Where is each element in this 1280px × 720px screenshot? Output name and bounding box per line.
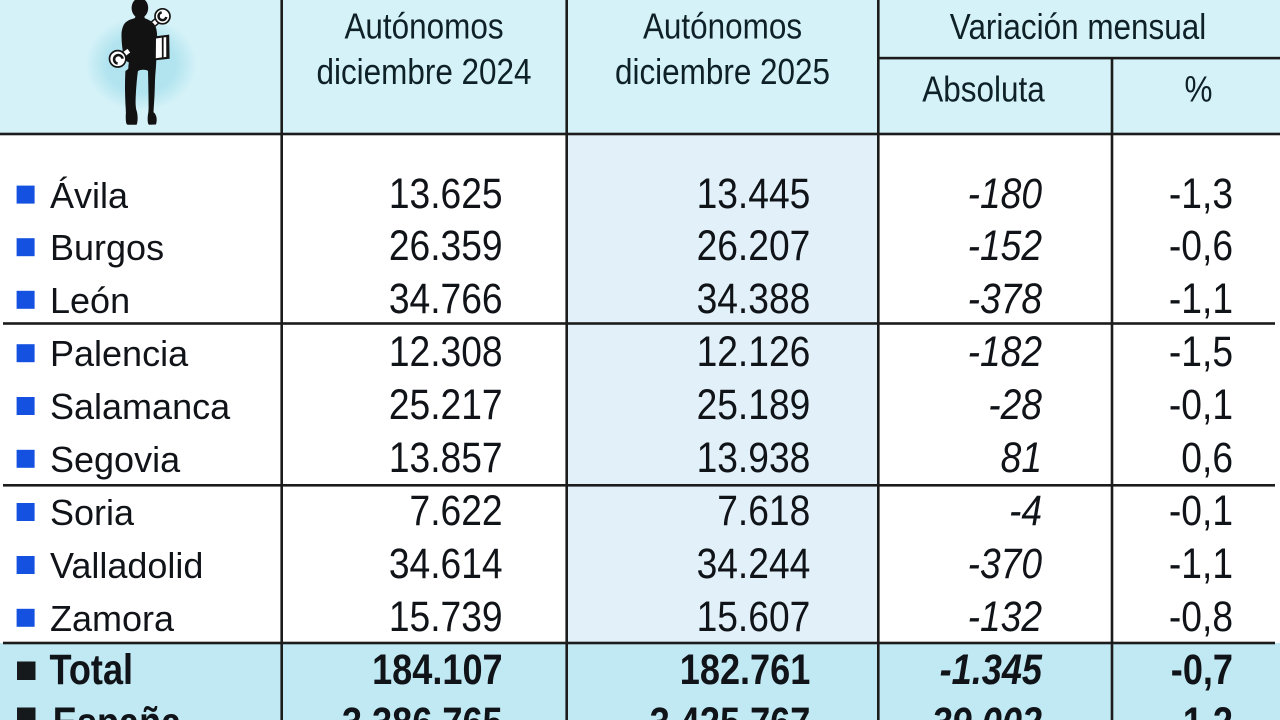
- svg-text:-0,1: -0,1: [1169, 486, 1233, 534]
- svg-text:-0,6: -0,6: [1169, 222, 1233, 270]
- svg-text:Zamora: Zamora: [50, 598, 175, 639]
- svg-text:1,2: 1,2: [1183, 699, 1233, 720]
- svg-text:15.739: 15.739: [389, 592, 503, 640]
- svg-text:-370: -370: [968, 539, 1043, 587]
- svg-text:Salamanca: Salamanca: [50, 386, 231, 427]
- svg-text:34.766: 34.766: [389, 274, 503, 322]
- svg-text:-132: -132: [968, 592, 1042, 640]
- svg-text:34.388: 34.388: [697, 274, 811, 322]
- svg-text:13.938: 13.938: [697, 433, 811, 481]
- svg-text:Soria: Soria: [50, 492, 135, 533]
- svg-text:-0,8: -0,8: [1169, 592, 1233, 640]
- svg-text:26.207: 26.207: [697, 222, 811, 270]
- svg-text:12.308: 12.308: [389, 328, 503, 376]
- svg-text:-180: -180: [968, 169, 1043, 217]
- svg-text:España: España: [53, 699, 182, 720]
- svg-text:25.217: 25.217: [389, 380, 503, 428]
- svg-text:15.607: 15.607: [697, 592, 811, 640]
- svg-text:-182: -182: [968, 328, 1042, 376]
- svg-text:-152: -152: [968, 222, 1042, 270]
- svg-text:Burgos: Burgos: [50, 227, 164, 268]
- svg-text:34.614: 34.614: [389, 539, 503, 587]
- svg-text:-28: -28: [988, 380, 1042, 428]
- svg-text:-1,5: -1,5: [1169, 328, 1233, 376]
- svg-text:-0,1: -0,1: [1169, 380, 1233, 428]
- svg-text:-1,1: -1,1: [1169, 274, 1233, 322]
- svg-text:13.857: 13.857: [389, 433, 503, 481]
- svg-text:-4: -4: [1009, 486, 1042, 534]
- svg-text:13.445: 13.445: [697, 169, 811, 217]
- svg-text:7.618: 7.618: [717, 486, 810, 534]
- svg-text:León: León: [50, 280, 130, 321]
- svg-text:Absoluta: Absoluta: [922, 69, 1044, 110]
- svg-text:0,6: 0,6: [1181, 433, 1233, 481]
- svg-text:Autónomos: Autónomos: [344, 6, 503, 47]
- svg-text:Ávila: Ávila: [50, 175, 129, 216]
- svg-text:-1,3: -1,3: [1169, 169, 1233, 217]
- svg-text:Palencia: Palencia: [50, 333, 189, 374]
- svg-text:Total: Total: [50, 646, 134, 694]
- svg-text:7.622: 7.622: [410, 486, 503, 534]
- svg-text:Valladolid: Valladolid: [50, 545, 203, 586]
- svg-text:26.359: 26.359: [389, 222, 503, 270]
- svg-text:-1.345: -1.345: [940, 646, 1043, 694]
- svg-text:39.002: 39.002: [932, 699, 1042, 720]
- svg-text:25.189: 25.189: [697, 380, 811, 428]
- svg-text:diciembre 2024: diciembre 2024: [316, 52, 531, 93]
- svg-text:13.625: 13.625: [389, 169, 503, 217]
- svg-text:Variación mensual: Variación mensual: [950, 7, 1206, 48]
- svg-text:%: %: [1185, 69, 1213, 110]
- svg-text:Segovia: Segovia: [50, 439, 181, 480]
- svg-text:Autónomos: Autónomos: [643, 6, 802, 47]
- svg-text:diciembre 2025: diciembre 2025: [615, 52, 830, 93]
- svg-text:81: 81: [1001, 433, 1042, 481]
- svg-text:3.386.765: 3.386.765: [342, 699, 503, 720]
- svg-text:3.425.767: 3.425.767: [650, 699, 811, 720]
- svg-text:-1,1: -1,1: [1169, 539, 1233, 587]
- svg-text:182.761: 182.761: [680, 646, 811, 694]
- svg-text:12.126: 12.126: [697, 328, 811, 376]
- svg-text:-378: -378: [968, 274, 1043, 322]
- svg-text:-0,7: -0,7: [1171, 646, 1233, 694]
- svg-text:34.244: 34.244: [697, 539, 811, 587]
- svg-text:184.107: 184.107: [372, 646, 503, 694]
